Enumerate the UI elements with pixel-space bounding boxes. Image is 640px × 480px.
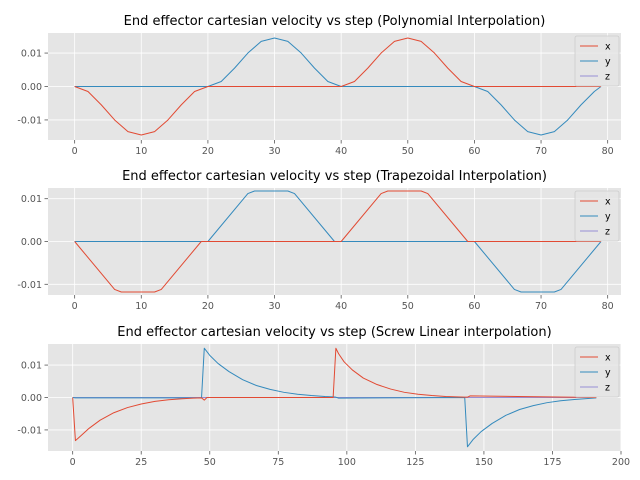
y-tick-label: -0.01 [17,280,42,291]
chart-2: End effector cartesian velocity vs step … [17,169,621,312]
y-tick-label: 0.01 [21,49,42,60]
x-tick-label: 20 [202,146,214,157]
x-tick-label: 50 [402,146,414,157]
series-y-line [72,347,597,448]
chart-3: End effector cartesian velocity vs step … [17,325,630,468]
chart-title: End effector cartesian velocity vs step … [117,325,551,340]
series-x-line [72,347,597,442]
x-tick-label: 20 [202,301,214,312]
x-tick-label: 125 [406,457,424,468]
y-tick-label: -0.01 [17,115,42,126]
x-tick-label: 0 [72,146,78,157]
x-tick-label: 80 [602,301,614,312]
x-tick-label: 70 [535,146,547,157]
x-tick-label: 50 [204,457,216,468]
x-tick-label: 80 [602,146,614,157]
x-tick-label: 175 [543,457,561,468]
x-tick-label: 60 [468,146,480,157]
legend-label-x: x [605,197,611,208]
y-tick-label: -0.01 [17,425,42,436]
legend-label-z: z [605,72,610,83]
y-tick-label: 0.00 [21,393,42,404]
x-tick-label: 30 [268,146,280,157]
y-tick-label: 0.00 [21,82,42,93]
x-tick-label: 25 [135,457,147,468]
legend-label-x: x [605,353,611,364]
legend-label-y: y [605,212,611,223]
x-tick-label: 10 [135,146,147,157]
y-tick-label: 0.00 [21,237,42,248]
x-tick-label: 0 [70,457,76,468]
x-tick-label: 100 [338,457,356,468]
legend-label-z: z [605,383,610,394]
legend-label-z: z [605,227,610,238]
legend: xyz [574,346,620,398]
x-tick-label: 30 [268,301,280,312]
x-tick-label: 50 [402,301,414,312]
x-tick-label: 40 [335,146,347,157]
x-tick-label: 40 [335,301,347,312]
legend-label-x: x [605,42,611,53]
y-tick-label: 0.01 [21,194,42,205]
legend: xyz [574,35,620,87]
charts: End effector cartesian velocity vs step … [17,14,630,468]
chart-1: End effector cartesian velocity vs step … [17,14,621,157]
series-x-line [74,37,602,136]
x-tick-label: 60 [468,301,480,312]
chart-title: End effector cartesian velocity vs step … [122,169,547,184]
x-tick-label: 0 [72,301,78,312]
x-tick-label: 150 [475,457,493,468]
legend-label-y: y [605,368,611,379]
series-x-line [74,190,602,293]
legend-label-y: y [605,57,611,68]
chart-title: End effector cartesian velocity vs step … [124,14,546,29]
x-tick-label: 70 [535,301,547,312]
legend: xyz [574,190,620,242]
x-tick-label: 10 [135,301,147,312]
x-tick-label: 75 [272,457,284,468]
x-tick-label: 200 [612,457,630,468]
y-tick-label: 0.01 [21,361,42,372]
